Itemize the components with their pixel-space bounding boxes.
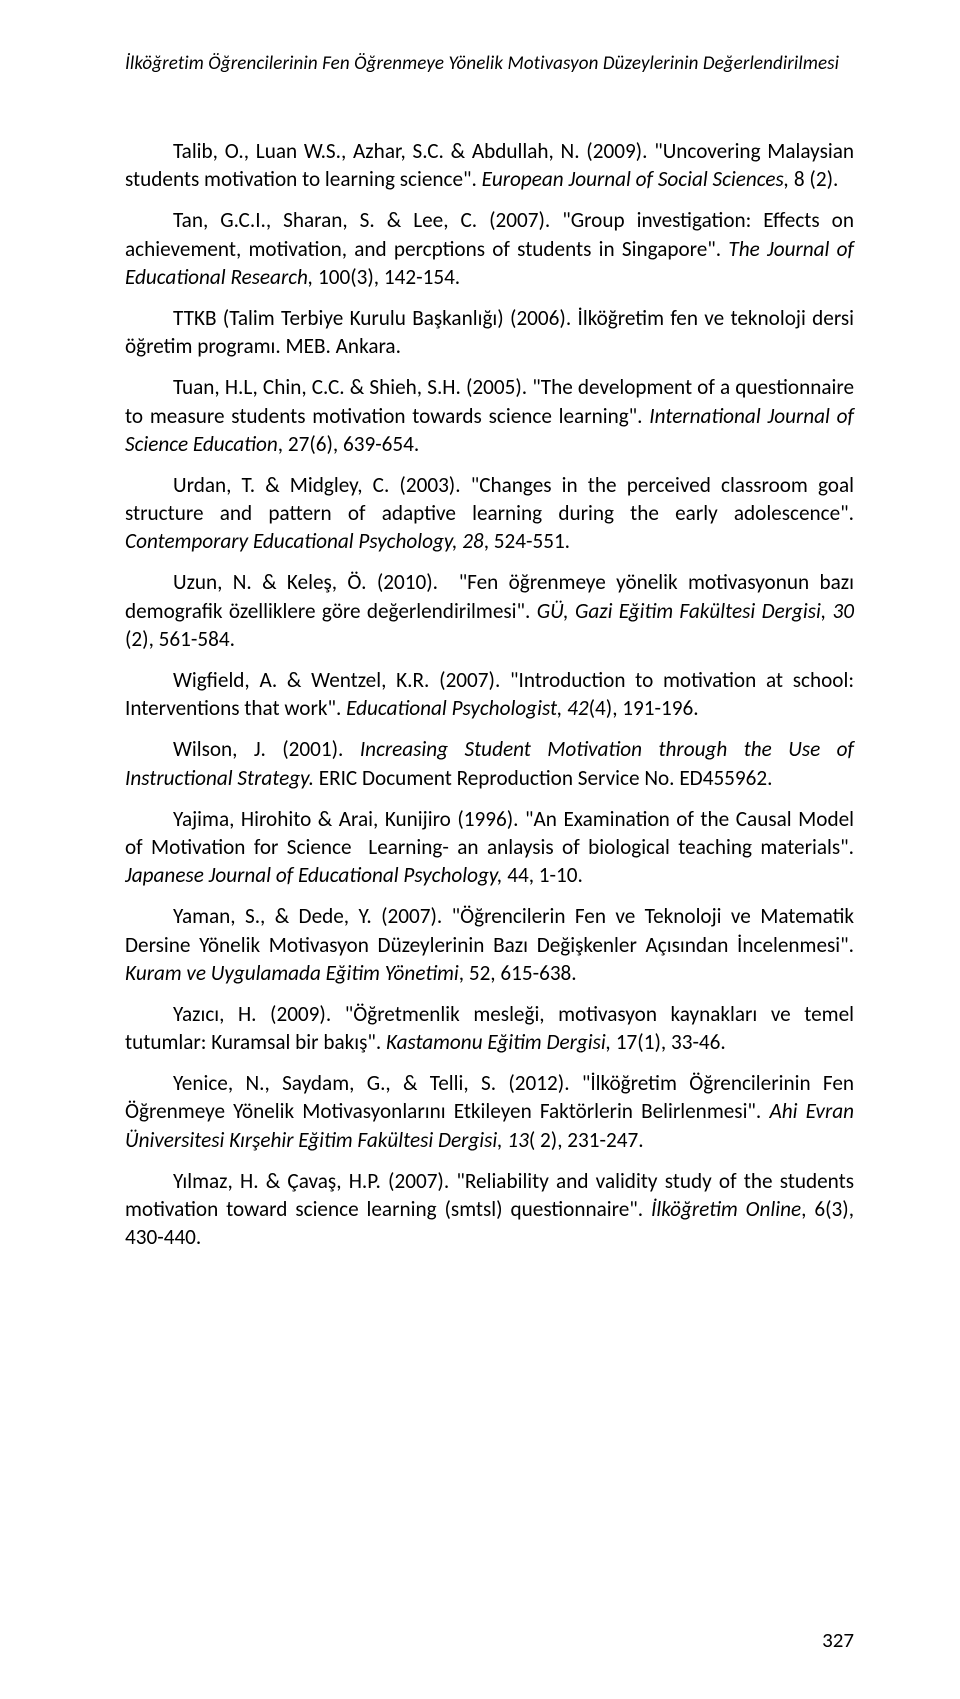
reference-entry: Yazıcı, H. (2009). "Öğretmenlik mesleği,… (125, 1000, 854, 1056)
reference-text-post: ( 2), 231-247. (529, 1127, 644, 1153)
reference-text-post: 100(3), 142-154. (313, 264, 460, 290)
page-number: 327 (822, 1627, 854, 1653)
reference-italic: European Journal of Social Sciences, (482, 166, 789, 192)
reference-text: Urdan, T. & Midgley, C. (2003). "Changes… (125, 472, 854, 526)
reference-text: Yaman, S., & Dede, Y. (2007). "Öğrencile… (125, 903, 854, 957)
reference-text-post: , 52, 615-638. (459, 960, 577, 986)
reference-text: Yenice, N., Saydam, G., & Telli, S. (201… (125, 1070, 854, 1124)
references-list: Talib, O., Luan W.S., Azhar, S.C. & Abdu… (125, 137, 854, 1251)
reference-entry: Tan, G.C.I., Sharan, S. & Lee, C. (2007)… (125, 206, 854, 291)
reference-italic: Kastamonu Eğitim Dergisi, (386, 1029, 611, 1055)
reference-italic: GÜ, Gazi Eğitim Fakültesi Dergisi, 30 (537, 598, 854, 624)
reference-text: TTKB (Talim Terbiye Kurulu Başkanlığı) (… (125, 305, 854, 359)
reference-entry: Yajima, Hirohito & Arai, Kunijiro (1996)… (125, 805, 854, 890)
reference-entry: Urdan, T. & Midgley, C. (2003). "Changes… (125, 471, 854, 556)
page: İlköğretim Öğrencilerinin Fen Öğrenmeye … (0, 0, 960, 1699)
reference-text-post: (2), 561-584. (125, 626, 235, 652)
reference-italic: Kuram ve Uygulamada Eğitim Yönetimi (125, 960, 459, 986)
reference-text: Yajima, Hirohito & Arai, Kunijiro (1996)… (125, 806, 854, 860)
reference-text: Wilson, J. (2001). (173, 736, 360, 762)
reference-entry: Wilson, J. (2001). Increasing Student Mo… (125, 735, 854, 791)
reference-italic: Japanese Journal of Educational Psycholo… (125, 862, 502, 888)
running-head: İlköğretim Öğrencilerinin Fen Öğrenmeye … (125, 52, 854, 75)
reference-entry: Talib, O., Luan W.S., Azhar, S.C. & Abdu… (125, 137, 854, 193)
reference-text-post: (4), 191-196. (589, 695, 699, 721)
reference-text-post: 17(1), 33-46. (611, 1029, 726, 1055)
reference-italic: Educational Psychologist, 42 (346, 695, 588, 721)
reference-text-post: , 524-551. (484, 528, 570, 554)
reference-italic: İlköğretim Online (651, 1196, 801, 1222)
reference-entry: Uzun, N. & Keleş, Ö. (2010). "Fen öğrenm… (125, 568, 854, 653)
reference-entry: Tuan, H.L, Chin, C.C. & Shieh, S.H. (200… (125, 373, 854, 458)
reference-entry: Yılmaz, H. & Çavaş, H.P. (2007). "Reliab… (125, 1167, 854, 1252)
reference-italic: Contemporary Educational Psychology, 28 (125, 528, 484, 554)
reference-text-post: 44, 1-10. (502, 862, 582, 888)
reference-entry: Wigfield, A. & Wentzel, K.R. (2007). "In… (125, 666, 854, 722)
reference-entry: TTKB (Talim Terbiye Kurulu Başkanlığı) (… (125, 304, 854, 360)
reference-entry: Yaman, S., & Dede, Y. (2007). "Öğrencile… (125, 902, 854, 987)
reference-text-post: , 27(6), 639-654. (278, 431, 420, 457)
reference-entry: Yenice, N., Saydam, G., & Telli, S. (201… (125, 1069, 854, 1154)
reference-text-post: 8 (2). (789, 166, 838, 192)
reference-text-post: ERIC Document Reproduction Service No. E… (314, 765, 773, 791)
